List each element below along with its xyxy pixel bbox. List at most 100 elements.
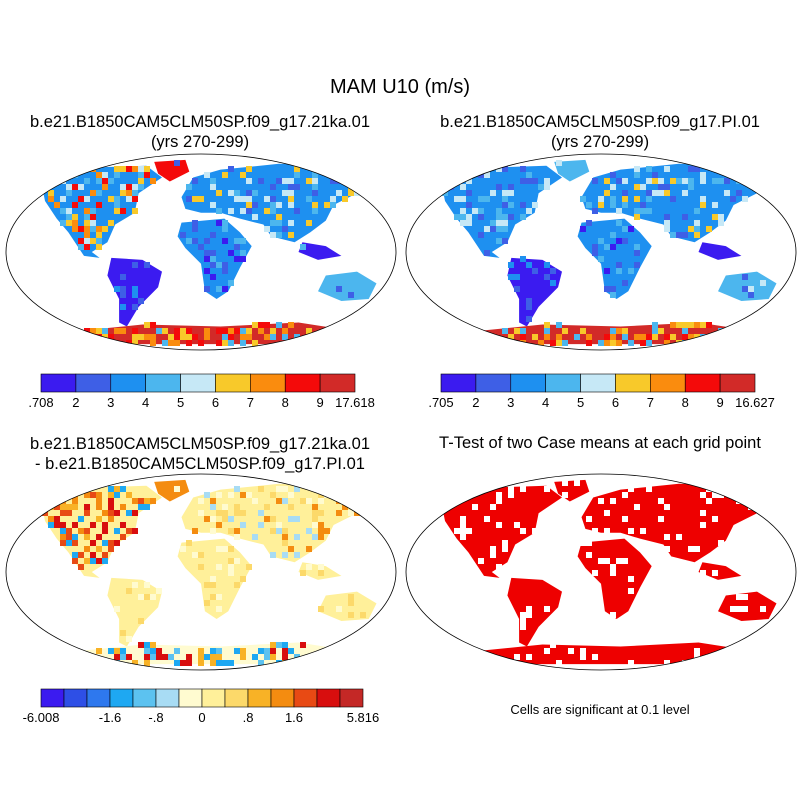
grid-cell (330, 334, 336, 340)
grid-cell (288, 492, 294, 498)
coastline (484, 643, 749, 665)
grid-cell (252, 190, 258, 196)
landmass-greenland (154, 159, 190, 182)
grid-cell (300, 498, 306, 504)
grid-cell (90, 328, 96, 334)
grid-cell (180, 546, 186, 552)
grid-cell (174, 328, 180, 334)
grid-cell (132, 286, 138, 292)
grid-cell (472, 504, 478, 510)
grid-cell (204, 172, 210, 178)
grid-cell (652, 172, 658, 178)
grid-cell (120, 304, 126, 310)
grid-cell (610, 292, 616, 298)
grid-cell (460, 528, 466, 534)
grid-cell (294, 486, 300, 492)
grid-cell (228, 546, 234, 552)
grid-cell (258, 660, 264, 666)
grid-cell (84, 558, 90, 564)
grid-cell (228, 516, 234, 522)
grid-cell (336, 654, 342, 660)
grid-cell (700, 510, 706, 516)
grid-cell (228, 334, 234, 340)
grid-cell (84, 504, 90, 510)
grid-cell (676, 340, 682, 346)
grid-cell (276, 528, 282, 534)
landmass-australia (718, 271, 777, 301)
grid-cell (658, 184, 664, 190)
grid-cell (234, 486, 240, 492)
grid-cell (126, 654, 132, 660)
grid-cell (186, 196, 192, 202)
grid-cell (288, 184, 294, 190)
grid-cell (108, 648, 114, 654)
grid-cell (102, 334, 108, 340)
grid-cell (610, 334, 616, 340)
grid-cell (234, 528, 240, 534)
grid-cell (270, 516, 276, 522)
grid-cell (108, 486, 114, 492)
grid-cell (90, 558, 96, 564)
grid-cell (120, 630, 126, 636)
grid-cell (466, 202, 472, 208)
grid-cell (354, 510, 360, 516)
grid-cell (330, 172, 336, 178)
coastline (554, 480, 589, 502)
colorbar-tick-label: 6 (212, 395, 219, 410)
grid-cell (222, 286, 228, 292)
grid-cell (150, 498, 156, 504)
grid-cell (222, 172, 228, 178)
grid-cell (96, 238, 102, 244)
coastline (507, 578, 562, 647)
grid-cell (484, 340, 490, 346)
landmass-africa (577, 538, 652, 620)
grid-cell (42, 510, 48, 516)
grid-cell (324, 654, 330, 660)
grid-cell (598, 238, 604, 244)
grid-cell (562, 328, 568, 334)
grid-cell (66, 510, 72, 516)
grid-cell (442, 498, 448, 504)
grid-cell (496, 492, 502, 498)
grid-cell (132, 498, 138, 504)
grid-cell (514, 522, 520, 528)
grid-cell (706, 340, 712, 346)
grid-cell (676, 322, 682, 328)
grid-cell (496, 660, 502, 666)
grid-cell (120, 328, 126, 334)
grid-cell (336, 178, 342, 184)
grid-cell (568, 648, 574, 654)
grid-cell (634, 196, 640, 202)
grid-cell (508, 486, 514, 492)
landmass-antarctica (84, 322, 350, 345)
grid-cell (48, 522, 54, 528)
grid-cell (144, 262, 150, 268)
grid-cell (718, 178, 724, 184)
grid-cell (78, 486, 84, 492)
grid-cell (360, 612, 366, 618)
grid-cell (210, 504, 216, 510)
grid-cell (646, 486, 652, 492)
grid-cell (616, 208, 622, 214)
grid-cell (144, 642, 150, 648)
grid-cell (66, 184, 72, 190)
grid-cell (258, 648, 264, 654)
grid-cell (114, 660, 120, 666)
grid-cell (276, 486, 282, 492)
grid-cell (544, 486, 550, 492)
grid-cell (730, 606, 736, 612)
grid-cell (634, 214, 640, 220)
map-ocean (6, 154, 396, 350)
grid-cell (544, 334, 550, 340)
grid-cell (204, 582, 210, 588)
grid-cell (168, 654, 174, 660)
grid-cell (204, 286, 210, 292)
grid-cell (700, 172, 706, 178)
grid-cell (634, 262, 640, 268)
grid-cell (240, 648, 246, 654)
grid-cell (700, 334, 706, 340)
grid-cell (688, 184, 694, 190)
grid-cell (108, 516, 114, 522)
grid-cell (216, 510, 222, 516)
grid-cell (478, 172, 484, 178)
